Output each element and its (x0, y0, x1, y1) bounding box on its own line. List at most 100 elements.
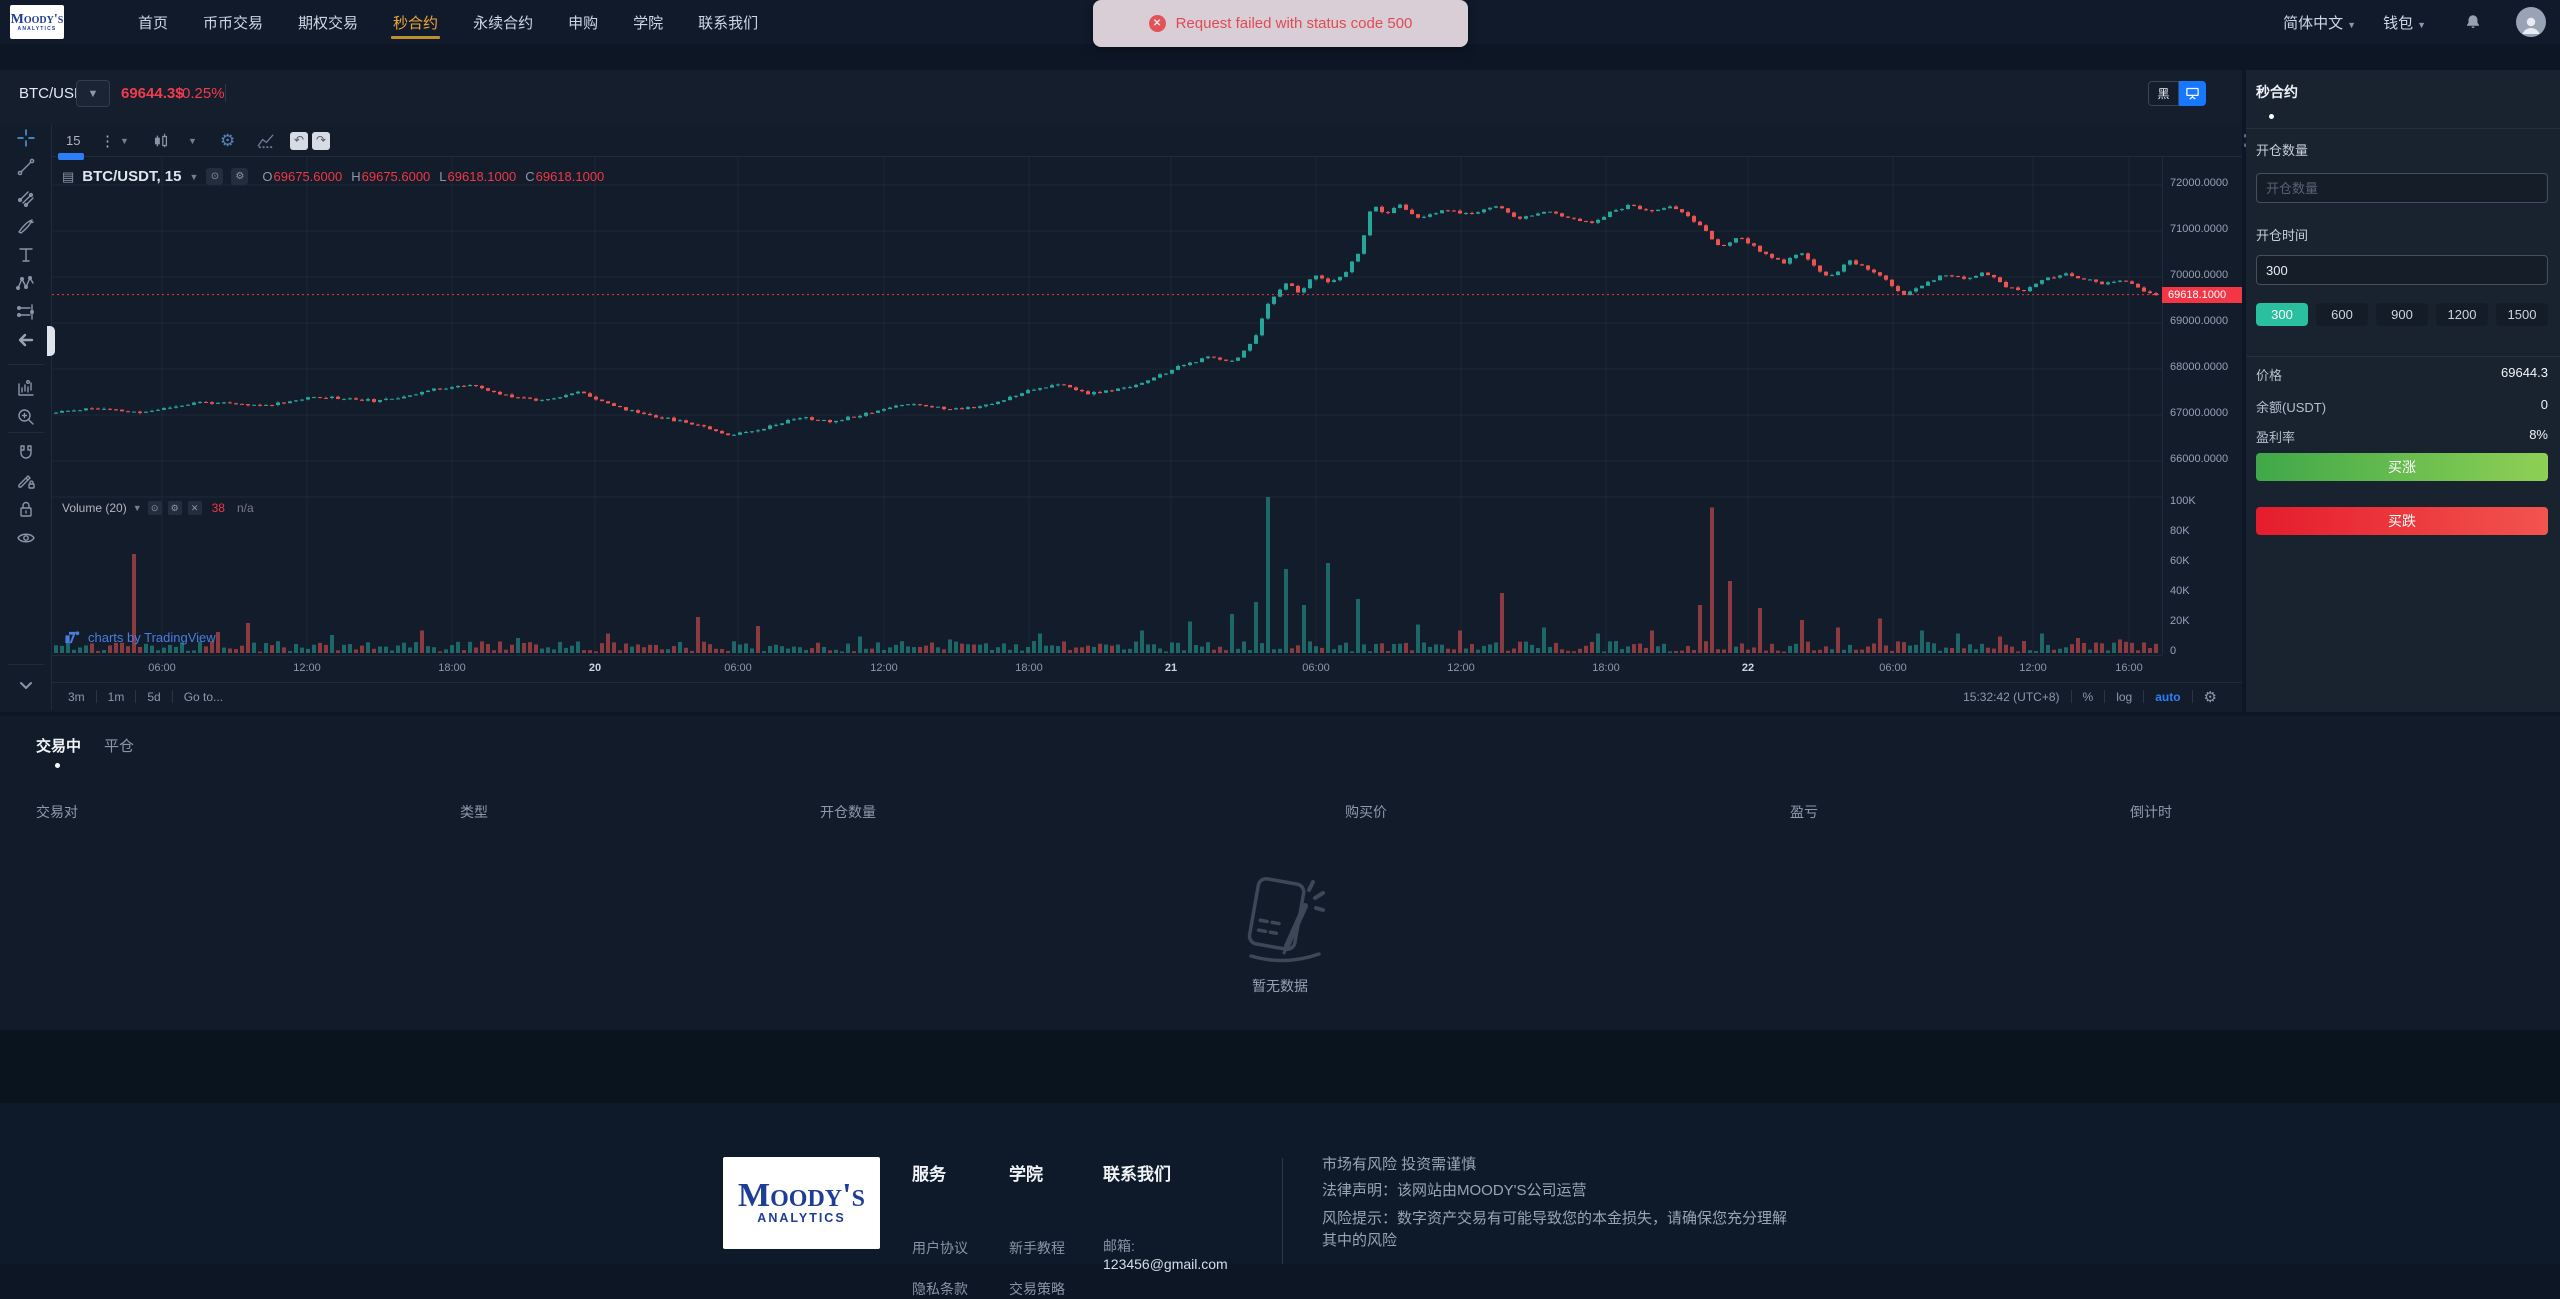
goto-date-button[interactable]: Go to... (183, 689, 224, 704)
footer-email-address[interactable]: 123456@gmail.com (1103, 1256, 1228, 1272)
quantity-input[interactable] (2256, 173, 2548, 203)
axis-settings-gear-icon[interactable]: ⚙ (2203, 688, 2217, 706)
volume-tick: 60K (2170, 555, 2190, 567)
chevron-down-icon[interactable]: ▼ (132, 503, 142, 513)
undo-button[interactable]: ↶ (290, 132, 308, 150)
tab-active-dot (55, 763, 60, 768)
nav-item-perpetual[interactable]: 永续合约 (473, 14, 534, 32)
legend-symbol-interval[interactable]: BTC/USDT, 15 (82, 168, 182, 185)
time-tick: 21 (1164, 662, 1178, 674)
time-axis[interactable]: 06:00 12:00 18:00 20 06:00 12:00 18:00 21 06:00 1… (52, 655, 2162, 682)
toolbar-collapse-handle[interactable] (47, 326, 55, 356)
preset-1200-button[interactable]: 1200 (2436, 303, 2488, 326)
projection-tool-icon[interactable] (11, 298, 41, 326)
nav-item-subscribe[interactable]: 申购 (568, 14, 599, 32)
preset-900-button[interactable]: 900 (2376, 303, 2428, 326)
text-tool-icon[interactable] (11, 241, 41, 269)
range-5d-button[interactable]: 5d (147, 689, 161, 704)
brand-logo[interactable]: Moody's ANALYTICS (10, 5, 64, 39)
positions-section: 交易中 平仓 交易对 类型 开仓数量 购买价 盈亏 倒计时 暂无数据 (0, 716, 2560, 1030)
theme-dark-button[interactable]: 黑 (2148, 81, 2179, 106)
nav-item-seconds-contract[interactable]: 秒合约 (391, 0, 441, 46)
chevron-down-icon[interactable]: ▼ (120, 135, 129, 146)
error-toast-message: Request failed with status code 500 (1175, 15, 1413, 32)
log-scale-button[interactable]: log (2116, 689, 2133, 704)
time-tick: 06:00 (724, 662, 752, 674)
tradingview-attribution[interactable]: charts by TradingView (64, 629, 216, 646)
footer-link-trading-strategy[interactable]: 交易策略 (1009, 1281, 1065, 1297)
nav-item-home[interactable]: 首页 (138, 14, 169, 32)
user-avatar[interactable] (2516, 7, 2546, 37)
time-presets: 300 600 900 1200 1500 (2256, 303, 2548, 326)
panel-tab-seconds-contract[interactable]: 秒合约 (2256, 84, 2298, 100)
brush-tool-icon[interactable] (11, 213, 41, 241)
footer-link-privacy[interactable]: 隐私条款 (912, 1281, 968, 1297)
footer-link-beginner-tutorial[interactable]: 新手教程 (1009, 1240, 1065, 1256)
open-time-input[interactable] (2256, 255, 2548, 285)
range-1m-button[interactable]: 1m (107, 689, 125, 704)
pair-change-percent: -0.25% (177, 85, 225, 102)
legend-settings-gear-icon[interactable]: ⚙ (231, 168, 249, 185)
zoom-in-tool-icon[interactable] (11, 403, 41, 431)
drawing-lock-tool-icon[interactable] (11, 467, 41, 495)
empty-state-text: 暂无数据 (1252, 978, 1308, 994)
volume-remove-icon[interactable]: ✕ (187, 501, 202, 515)
buy-up-button[interactable]: 买涨 (2256, 453, 2548, 481)
redo-button[interactable]: ↷ (312, 132, 330, 150)
theme-toggle-group: 黑 (2148, 81, 2206, 106)
price-tick: 66000.0000 (2170, 453, 2229, 465)
chevron-down-icon: ▼ (2347, 19, 2357, 30)
percent-scale-button[interactable]: % (2082, 689, 2094, 704)
candlestick-chart[interactable] (52, 157, 2162, 655)
ohlc-values: O69675.6000 H69675.6000 L69618.1000 C696… (262, 169, 605, 184)
price-axis[interactable]: 72000.0000 71000.0000 70000.0000 69000.0000… (2162, 157, 2242, 657)
notifications-bell-icon[interactable] (2464, 13, 2482, 31)
footer-logo-text: Moody's (738, 1177, 865, 1214)
pitchfork-tool-icon[interactable] (11, 183, 41, 211)
chevron-down-icon[interactable]: ▼ (189, 171, 199, 182)
volume-indicator-label[interactable]: Volume (20) (62, 501, 127, 515)
interval-button[interactable]: 15 (66, 133, 81, 148)
buy-down-button[interactable]: 买跌 (2256, 507, 2548, 535)
chart-style-button[interactable] (152, 124, 170, 157)
nav-item-academy[interactable]: 学院 (633, 14, 664, 32)
interval-menu-icon[interactable]: ⋮ (100, 132, 115, 150)
preset-1500-button[interactable]: 1500 (2496, 303, 2548, 326)
preset-300-button[interactable]: 300 (2256, 303, 2308, 326)
indicators-icon[interactable] (256, 124, 275, 157)
volume-settings-gear-icon[interactable]: ⚙ (167, 501, 182, 515)
chevron-down-icon[interactable]: ▼ (188, 135, 197, 146)
nav-item-spot[interactable]: 币币交易 (203, 14, 264, 32)
tab-trading[interactable]: 交易中 (36, 738, 82, 755)
pair-dropdown-button[interactable]: ▼ (76, 80, 110, 107)
xabcd-pattern-tool-icon[interactable] (11, 270, 41, 298)
toolbar-chevron-down-icon[interactable] (11, 672, 41, 700)
volume-visibility-icon[interactable]: ⊙ (147, 501, 162, 515)
preset-600-button[interactable]: 600 (2316, 303, 2368, 326)
clock-utc[interactable]: 15:32:42 (UTC+8) (1963, 689, 2060, 704)
lock-all-tool-icon[interactable] (11, 495, 41, 523)
chart-settings-gear-icon[interactable]: ⚙ (220, 130, 236, 150)
wallet-menu[interactable]: 钱包 ▼ (2383, 14, 2426, 32)
nav-item-options[interactable]: 期权交易 (298, 14, 359, 32)
trend-line-tool-icon[interactable] (11, 153, 41, 181)
footer-col-services-title: 服务 (912, 1165, 946, 1184)
back-arrow-icon[interactable] (11, 326, 41, 354)
footer: Moody's ANALYTICS 服务 学院 联系我们 用户协议 隐私条款 新… (0, 1103, 2560, 1297)
tab-closed[interactable]: 平仓 (104, 738, 135, 755)
crosshair-tool-icon[interactable] (11, 124, 41, 152)
hide-drawings-eye-icon[interactable] (11, 524, 41, 552)
theme-screen-button[interactable] (2179, 81, 2206, 106)
auto-scale-button[interactable]: auto (2155, 689, 2181, 704)
bars-pattern-tool-icon[interactable] (11, 374, 41, 402)
column-pnl: 盈亏 (1790, 804, 1818, 820)
language-selector[interactable]: 简体中文 ▼ (2283, 14, 2357, 32)
object-tree-icon[interactable]: ▤ (62, 168, 75, 184)
footer-link-user-agreement[interactable]: 用户协议 (912, 1240, 968, 1256)
magnet-tool-icon[interactable] (11, 439, 41, 467)
range-3m-button[interactable]: 3m (68, 689, 85, 704)
price-tick: 69000.0000 (2170, 315, 2229, 327)
nav-item-contact[interactable]: 联系我们 (698, 14, 759, 32)
legend-visibility-icon[interactable]: ⊙ (206, 168, 224, 185)
column-pair: 交易对 (36, 804, 78, 820)
